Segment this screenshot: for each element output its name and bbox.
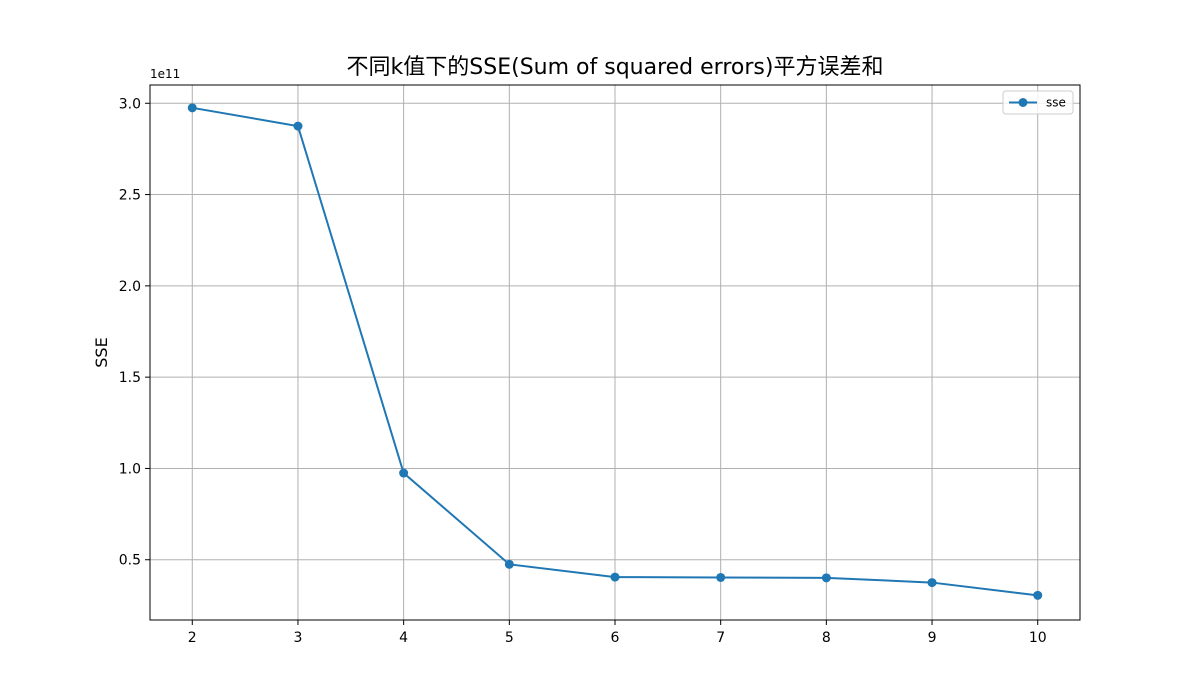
y-axis-label: SSE <box>92 337 111 367</box>
x-tick-label: 6 <box>611 630 620 646</box>
data-point <box>293 121 303 131</box>
data-point <box>187 103 197 113</box>
x-tick-label: 5 <box>505 630 514 646</box>
x-ticks: 2 3 4 5 6 7 8 9 10 <box>188 620 1047 646</box>
y-tick-label: 3.0 <box>119 96 141 112</box>
legend: sse <box>1002 90 1074 115</box>
legend-marker <box>1018 98 1028 107</box>
data-point <box>716 572 726 582</box>
y-tick-label: 2.5 <box>119 188 141 204</box>
x-tick-label: 3 <box>293 630 302 646</box>
y-tick-label: 0.5 <box>119 553 141 569</box>
chart-title: 不同k值下的SSE(Sum of squared errors)平方误差和 <box>347 55 884 80</box>
legend-label: sse <box>1046 96 1066 110</box>
y-tick-label: 1.0 <box>119 461 141 477</box>
data-point <box>821 573 831 583</box>
y-offset-label: 1e11 <box>150 67 180 81</box>
data-point <box>1033 590 1043 600</box>
y-ticks: 0.5 1.0 1.5 2.0 2.5 3.0 <box>119 96 150 569</box>
legend-box <box>1002 90 1074 115</box>
grid <box>150 85 1080 620</box>
x-tick-label: 7 <box>716 630 725 646</box>
data-point <box>610 572 620 582</box>
x-tick-label: 2 <box>188 630 197 646</box>
series-group <box>187 103 1043 600</box>
x-tick-label: 4 <box>399 630 408 646</box>
x-tick-label: 8 <box>822 630 831 646</box>
data-point <box>399 468 409 478</box>
x-tick-label: 10 <box>1029 630 1047 646</box>
x-tick-label: 9 <box>928 630 937 646</box>
data-point <box>504 559 514 569</box>
y-tick-label: 2.0 <box>119 279 141 295</box>
y-tick-label: 1.5 <box>119 370 141 386</box>
plot-frame <box>149 84 1081 621</box>
data-point <box>927 578 937 588</box>
